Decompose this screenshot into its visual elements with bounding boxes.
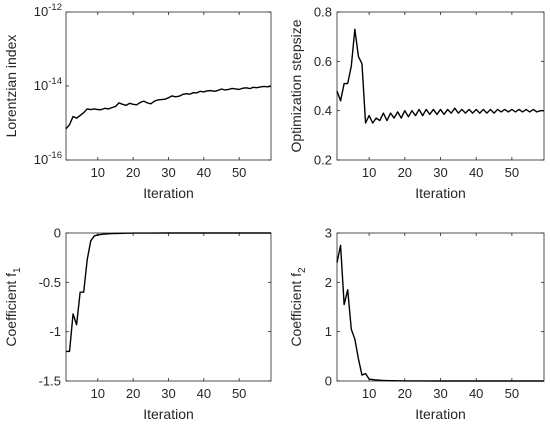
y-axis-label: Optimization stepsize xyxy=(288,19,304,152)
series-line xyxy=(336,28,544,124)
x-tick-label: 50 xyxy=(505,386,519,401)
y-axis-label-text: Optimization stepsize xyxy=(288,19,304,152)
y-axis-label-text: Coefficient f xyxy=(288,273,304,347)
x-tick-label: 40 xyxy=(469,386,483,401)
y-tick-label-base: 10 xyxy=(34,152,48,167)
y-tick-label: -1 xyxy=(49,324,61,339)
x-tick-label: 40 xyxy=(469,165,483,180)
axes-box xyxy=(336,232,545,382)
y-tick-label: 0.2 xyxy=(314,153,332,168)
x-tick-label: 10 xyxy=(362,386,376,401)
y-tick-label-exponent: -14 xyxy=(48,76,62,87)
y-tick-label: 0 xyxy=(54,226,61,241)
x-axis-label: Iteration xyxy=(415,185,466,201)
x-tick-label: 10 xyxy=(362,165,376,180)
axes-box xyxy=(65,232,272,382)
x-tick-label: 20 xyxy=(398,386,412,401)
x-tick-label: 30 xyxy=(433,165,447,180)
x-tick-label: 30 xyxy=(161,386,175,401)
y-axis-label-subscript: 2 xyxy=(297,267,308,273)
y-tick-label: 1 xyxy=(325,324,332,339)
x-axis-label: Iteration xyxy=(143,406,194,422)
y-tick-label-base: 10 xyxy=(34,4,48,19)
y-axis-label-text: Lorentzian index xyxy=(3,35,19,138)
y-tick-label-base: 10 xyxy=(34,78,48,93)
x-tick-label: 10 xyxy=(91,165,105,180)
x-tick-label: 10 xyxy=(91,386,105,401)
y-tick-label: -1.5 xyxy=(39,374,61,389)
x-tick-label: 40 xyxy=(197,165,211,180)
x-axis-label: Iteration xyxy=(143,185,194,201)
x-tick-label: 50 xyxy=(232,386,246,401)
y-tick-label: 0.8 xyxy=(314,5,332,20)
x-tick-label: 20 xyxy=(126,165,140,180)
y-tick-label: 3 xyxy=(325,226,332,241)
y-tick-label: 10-14 xyxy=(34,76,62,93)
y-tick-label-exponent: -16 xyxy=(48,150,62,161)
x-tick-label: 30 xyxy=(161,165,175,180)
series-line xyxy=(336,244,544,382)
axes-box xyxy=(65,11,272,161)
y-axis-label-subscript: 1 xyxy=(12,267,23,273)
y-axis-label: Coefficient f2 xyxy=(288,267,308,347)
y-tick-label: 2 xyxy=(325,275,332,290)
y-tick-label: -0.5 xyxy=(39,275,61,290)
x-tick-label: 50 xyxy=(505,165,519,180)
plot-lorentzian-index: 10 20 30 40 5010-1610-1410-12IterationLorent… xyxy=(3,2,272,201)
y-tick-label: 0.6 xyxy=(314,54,332,69)
x-tick-label: 20 xyxy=(126,386,140,401)
x-axis-label: Iteration xyxy=(415,406,466,422)
x-tick-label: 50 xyxy=(232,165,246,180)
x-tick-label: 20 xyxy=(398,165,412,180)
plot-coefficient-f1: 10 20 30 40 50 -1.5 -1 -0.5 0 Iteration Coefficien… xyxy=(3,226,272,422)
series-line xyxy=(65,85,272,130)
y-tick-label: 0.4 xyxy=(314,103,332,118)
y-tick-label: 10-12 xyxy=(34,2,62,19)
x-tick-label: 30 xyxy=(433,386,447,401)
series-line xyxy=(66,232,271,353)
axes-box xyxy=(336,11,545,161)
y-tick-label: 10-16 xyxy=(34,150,62,167)
x-tick-label: 40 xyxy=(197,386,211,401)
y-axis-label: Lorentzian index xyxy=(3,35,19,138)
y-tick-label-exponent: -12 xyxy=(48,2,62,13)
y-tick-label: 0 xyxy=(325,374,332,389)
plot-optimization-stepsize: 10 20 30 40 50 0.2 0.4 0.6 0.8 Iteration Optimizat… xyxy=(288,5,545,201)
y-axis-label-text: Coefficient f xyxy=(3,273,19,347)
y-axis-label: Coefficient f1 xyxy=(3,267,23,347)
